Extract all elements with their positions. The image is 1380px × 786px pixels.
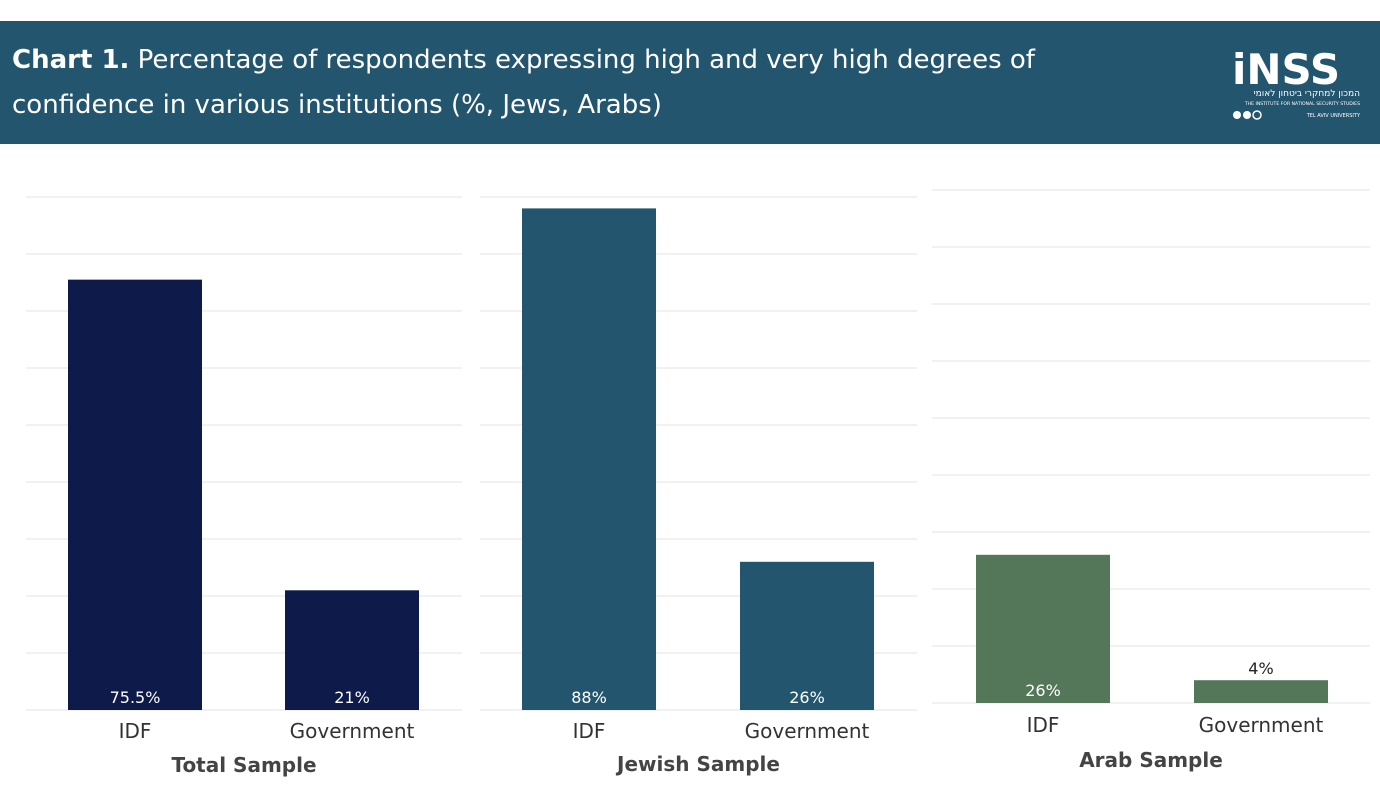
bar-idf [68, 279, 202, 710]
inss-logo: iNSS המכון למחקרי ביטחון לאומי THE INSTI… [1232, 45, 1361, 120]
chart-header [0, 21, 1380, 144]
data-label: 26% [1025, 681, 1061, 700]
data-label: 4% [1248, 659, 1273, 678]
bar-government [740, 561, 874, 710]
category-label: IDF [119, 719, 152, 743]
chart-panel-3: 26% IDF 4% Government Arab Sample [932, 189, 1370, 772]
logo-university: TEL AVIV UNIVERSITY [1306, 113, 1361, 119]
panel-title: Arab Sample [1079, 748, 1223, 772]
logo-hebrew: המכון למחקרי ביטחון לאומי [1254, 89, 1360, 99]
bar-idf [976, 554, 1110, 703]
data-label: 21% [334, 688, 370, 707]
bar-government [285, 590, 419, 710]
chart-panel-1: 75.5% IDF 21% Government Total Sample [26, 196, 462, 777]
bar-idf [522, 208, 656, 710]
chart-title-text: Percentage of respondents expressing hig… [12, 45, 1035, 120]
logo-english: THE INSTITUTE FOR NATIONAL SECURITY STUD… [1244, 101, 1360, 107]
category-label: Government [745, 719, 870, 743]
category-label: Government [1199, 713, 1324, 737]
chart-title: Chart 1. Percentage of respondents expre… [12, 38, 1112, 128]
data-label: 26% [789, 688, 825, 707]
category-label: IDF [573, 719, 606, 743]
data-label: 88% [571, 688, 607, 707]
data-label: 75.5% [110, 688, 161, 707]
category-label: Government [290, 719, 415, 743]
category-label: IDF [1027, 713, 1060, 737]
bar-government [1194, 680, 1328, 703]
logo-text: iNSS [1232, 45, 1340, 94]
chart-number: Chart 1. [12, 45, 130, 75]
chart-panel-2: 88% IDF 26% Government Jewish Sample [480, 196, 917, 776]
panel-title: Jewish Sample [615, 752, 780, 776]
panel-title: Total Sample [171, 753, 316, 777]
